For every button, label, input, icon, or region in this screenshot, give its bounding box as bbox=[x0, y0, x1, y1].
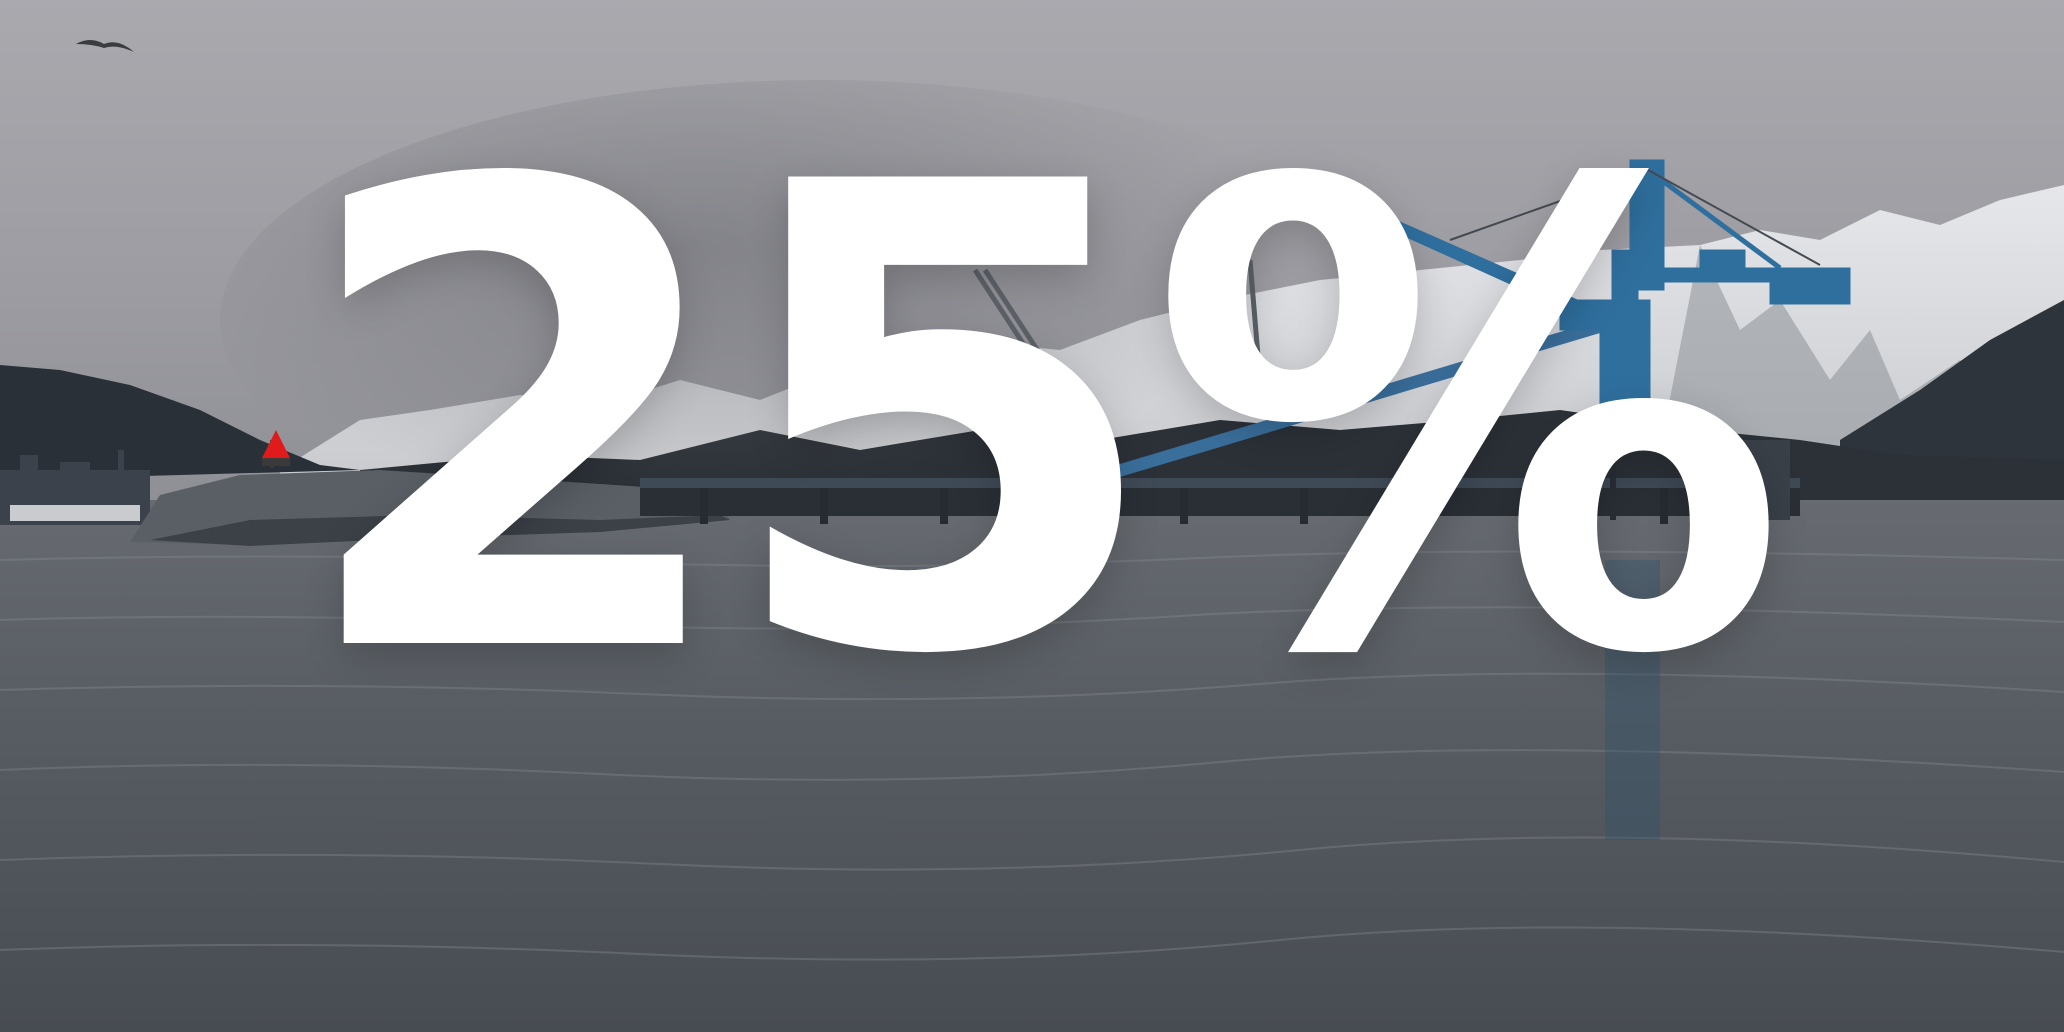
pier bbox=[640, 320, 1800, 524]
boat bbox=[10, 505, 140, 521]
water-ripples bbox=[0, 550, 2064, 961]
crane-reflection bbox=[1605, 560, 1660, 840]
red-beacon bbox=[262, 430, 290, 468]
seagull bbox=[76, 40, 134, 52]
percentage-overlay-text: 25% bbox=[293, 49, 1789, 794]
haze bbox=[220, 80, 1420, 560]
lattice-crane bbox=[972, 259, 1263, 402]
mountain-ridge-right bbox=[1840, 300, 2064, 470]
ship-loader-crane bbox=[1378, 159, 1851, 520]
water bbox=[0, 500, 2064, 1032]
